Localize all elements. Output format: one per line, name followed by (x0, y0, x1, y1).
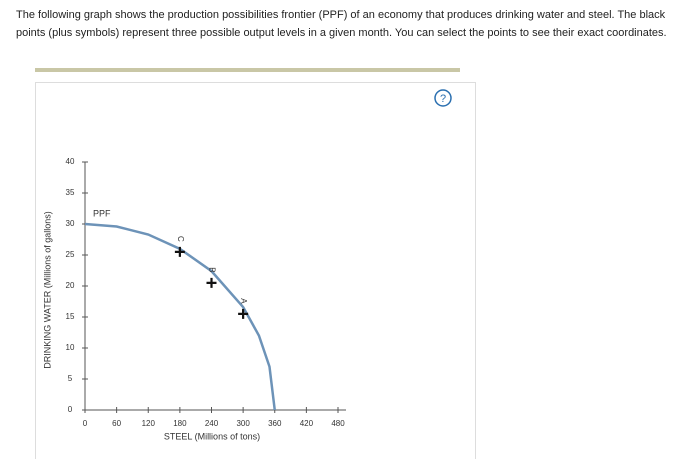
output-point (206, 277, 217, 288)
x-tick-label: 120 (142, 419, 156, 428)
y-tick-label: 10 (66, 343, 75, 352)
x-tick-label: 0 (83, 419, 88, 428)
x-tick-label: 480 (331, 419, 345, 428)
x-tick-label: 180 (173, 419, 187, 428)
y-tick-label: 30 (66, 219, 75, 228)
point-label: C (176, 236, 185, 242)
help-label[interactable]: ? (440, 93, 446, 105)
output-point (174, 246, 185, 257)
x-axis-title: STEEL (Millions of tons) (164, 431, 260, 441)
y-tick-label: 15 (66, 312, 75, 321)
y-tick-label: 35 (66, 188, 75, 197)
y-tick-label: 20 (66, 281, 75, 290)
help-icon[interactable] (434, 89, 452, 107)
instructions: The following graph shows the production… (16, 9, 667, 39)
x-tick-label: 60 (112, 419, 121, 428)
x-tick-label: 360 (268, 419, 282, 428)
y-tick-label: 0 (68, 405, 73, 414)
y-tick-label: 40 (66, 157, 75, 166)
divider (35, 68, 460, 72)
x-tick-label: 420 (300, 419, 314, 428)
x-tick-label: 240 (205, 419, 219, 428)
x-tick-label: 300 (236, 419, 250, 428)
y-tick-label: 25 (66, 250, 75, 259)
ppf-curve (84, 222, 276, 411)
point-label: B (207, 267, 216, 272)
panel (35, 82, 476, 459)
output-point (238, 308, 249, 319)
series-label: PPF (93, 208, 111, 218)
point-label: A (239, 298, 248, 304)
y-tick-label: 5 (68, 374, 73, 383)
y-axis-title: DRINKING WATER (Millions of gallons) (42, 211, 52, 369)
